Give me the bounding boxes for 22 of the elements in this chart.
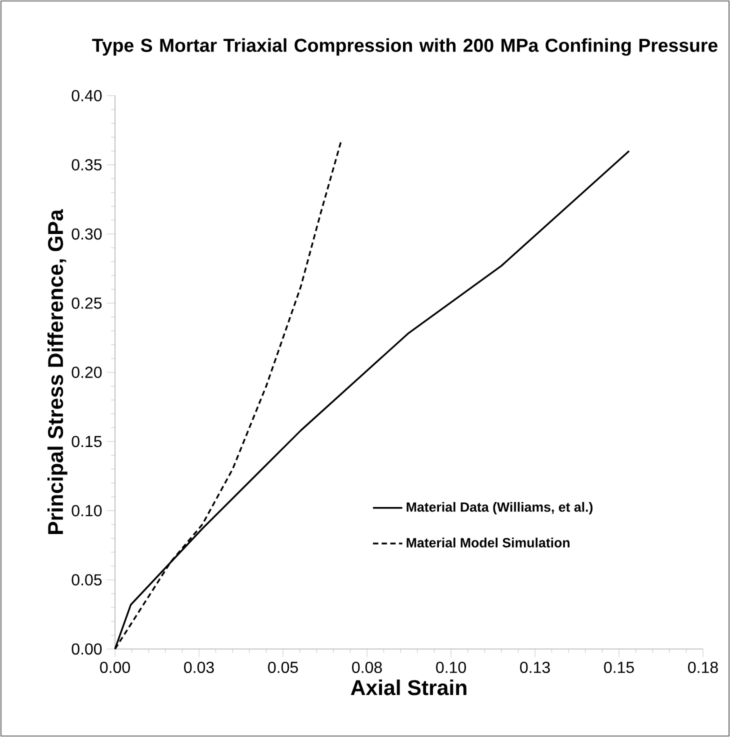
y-tick-label: 0.05 xyxy=(72,574,102,586)
y-tick-label: 0.30 xyxy=(72,228,102,240)
x-axis-title: Axial Strain xyxy=(350,680,466,696)
y-tick-label: 0.15 xyxy=(72,436,102,448)
x-tick-label: 0.13 xyxy=(520,662,550,674)
y-tick-label: 0.25 xyxy=(72,298,102,309)
x-tick-label: 0.03 xyxy=(184,662,214,674)
x-tick-label: 0.00 xyxy=(100,662,130,674)
y-tick-label: 0.35 xyxy=(72,159,102,170)
chart-title: Type S Mortar Triaxial Compression with 200 MPa Confining Pressure xyxy=(92,38,718,56)
y-tick-label: 0.20 xyxy=(72,366,102,378)
legend-label: Material Data (Williams, et al.) xyxy=(406,502,593,514)
legend-label: Material Model Simulation xyxy=(406,538,570,548)
x-tick-label: 0.05 xyxy=(268,662,298,674)
y-tick-label: 0.40 xyxy=(72,90,102,102)
x-tick-label: 0.18 xyxy=(688,662,718,674)
y-tick-label: 0.00 xyxy=(72,643,102,655)
x-tick-label: 0.08 xyxy=(352,662,382,674)
y-tick-label: 0.10 xyxy=(72,505,102,516)
x-tick-label: 0.15 xyxy=(604,662,634,674)
y-axis-title: Principal Stress Difference, GPa xyxy=(47,209,68,534)
x-tick-label: 0.10 xyxy=(436,662,466,674)
